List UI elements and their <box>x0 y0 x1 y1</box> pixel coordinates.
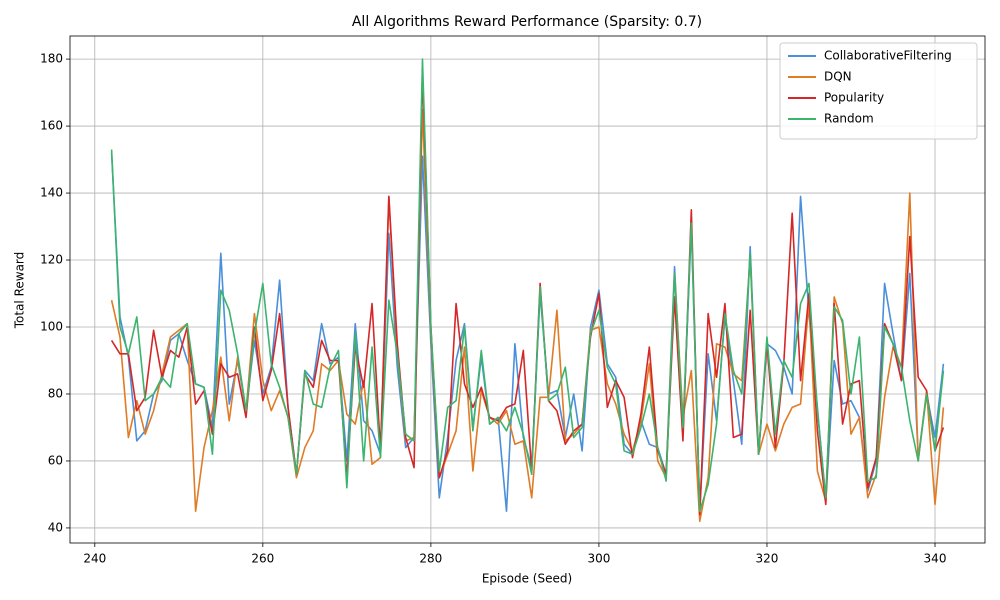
plot-frame <box>69 35 986 544</box>
y-tick-label: 60 <box>48 453 63 467</box>
legend-label: Random <box>824 112 874 126</box>
y-tick-label: 140 <box>40 186 63 200</box>
x-tick-label: 280 <box>419 552 442 566</box>
legend-box <box>779 42 978 140</box>
y-tick-label: 40 <box>48 520 63 534</box>
chart-title: All Algorithms Reward Performance (Spars… <box>352 14 702 30</box>
y-tick-label: 120 <box>40 253 63 267</box>
legend-label: CollaborativeFiltering <box>824 49 952 63</box>
x-tick-label: 320 <box>756 552 779 566</box>
y-tick-label: 160 <box>40 119 63 133</box>
x-tick-label: 240 <box>83 552 106 566</box>
y-tick-label: 80 <box>48 386 63 400</box>
legend: CollaborativeFiltering DQN Popularity Rando… <box>779 42 978 140</box>
series-line <box>110 108 945 523</box>
x-tick-label: 340 <box>924 552 947 566</box>
legend-label: Popularity <box>824 91 884 105</box>
x-tick-label: 300 <box>587 552 610 566</box>
series-line <box>110 58 945 512</box>
y-tick-label: 100 <box>40 320 63 334</box>
x-axis-label: Episode (Seed) <box>482 572 572 586</box>
y-axis-label: Total Reward <box>13 252 27 330</box>
x-tick-label: 260 <box>251 552 274 566</box>
y-tick-label: 180 <box>40 52 63 66</box>
legend-label: DQN <box>824 70 852 84</box>
